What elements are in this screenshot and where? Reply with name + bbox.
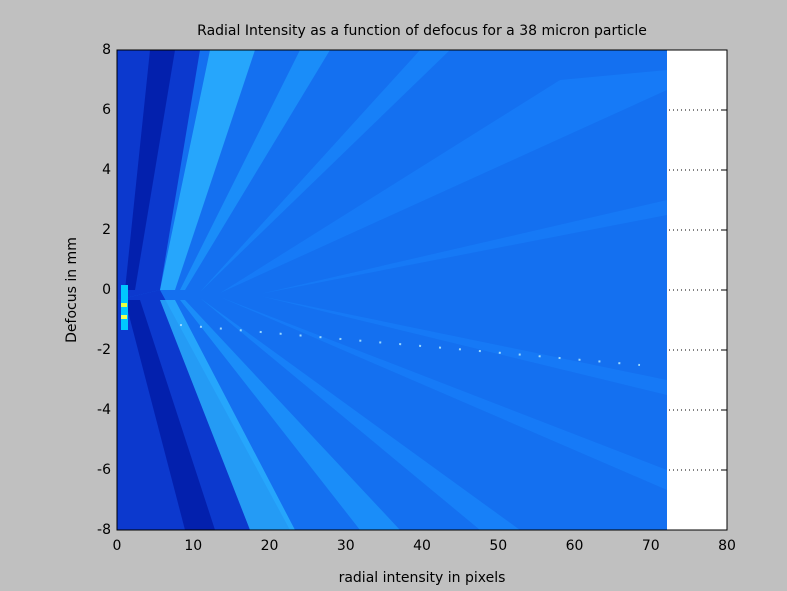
- axes-box: [116, 49, 728, 531]
- chart-title: Radial Intensity as a function of defocu…: [197, 23, 647, 39]
- y-tick-label: -6: [97, 462, 111, 478]
- x-tick-label: 80: [718, 538, 736, 554]
- y-tick-label: -2: [97, 342, 111, 358]
- x-tick-label: 60: [566, 538, 584, 554]
- x-tick-label: 50: [489, 538, 507, 554]
- y-tick-label: 8: [102, 42, 111, 58]
- y-tick-label: 4: [102, 162, 111, 178]
- intensity-image: [117, 50, 667, 530]
- y-tick-label: 6: [102, 102, 111, 118]
- y-tick-label: -8: [97, 522, 111, 538]
- x-axis-label: radial intensity in pixels: [339, 570, 506, 586]
- x-tick-label: 10: [184, 538, 202, 554]
- x-tick-label: 70: [642, 538, 660, 554]
- y-tick-label: 0: [102, 282, 111, 298]
- x-tick-label: 0: [113, 538, 122, 554]
- x-tick-label: 40: [413, 538, 431, 554]
- y-tick-label: -4: [97, 402, 111, 418]
- y-tick-label: 2: [102, 222, 111, 238]
- x-tick-label: 20: [261, 538, 279, 554]
- x-tick-label: 30: [337, 538, 355, 554]
- y-axis-label: Defocus in mm: [64, 237, 80, 343]
